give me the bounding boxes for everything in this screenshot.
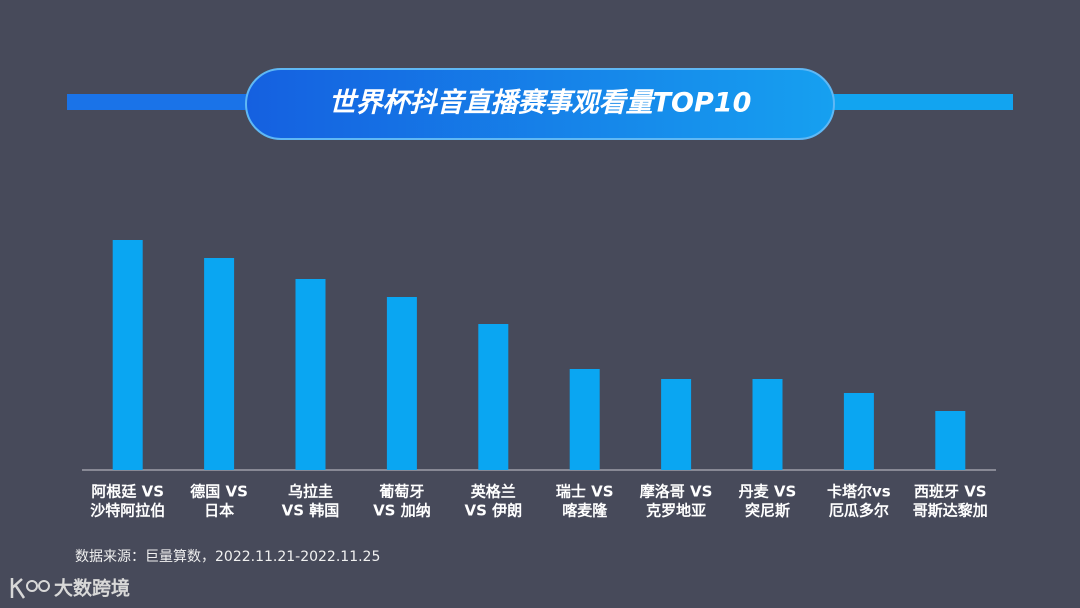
x-tick-label: 沙特阿拉伯 [90, 502, 165, 520]
title-pill [245, 68, 835, 140]
brand-name: 大数跨境 [54, 577, 130, 600]
x-tick-label: VS 伊朗 [464, 502, 522, 520]
bar [661, 379, 692, 470]
x-tick-label: 喀麦隆 [562, 502, 608, 520]
x-tick-label: 德国 VS [190, 483, 248, 501]
bar [843, 393, 874, 470]
title-bar-left [67, 94, 247, 110]
x-tick-label: VS 加纳 [373, 502, 431, 520]
source-note: 数据来源：巨量算数，2022.11.21-2022.11.25 [75, 549, 380, 565]
x-tick-label: VS 韩国 [282, 502, 340, 520]
bar [569, 369, 600, 470]
chart-title: 世界杯抖音直播赛事观看量TOP10 [329, 88, 752, 119]
x-tick-label: 摩洛哥 VS [640, 483, 713, 501]
x-tick-label: 日本 [204, 502, 234, 520]
x-tick-label: 葡萄牙 [378, 483, 424, 501]
x-tick-label: 西班牙 VS [914, 483, 987, 501]
bar [935, 411, 966, 470]
x-tick-label: 阿根廷 VS [91, 483, 164, 501]
x-tick-label: 哥斯达黎加 [913, 502, 988, 520]
bar [112, 240, 143, 470]
x-tick-label: 瑞士 VS [556, 483, 614, 501]
x-tick-label: 厄瓜多尔 [829, 502, 889, 520]
bar [386, 297, 417, 470]
brand-logo: 大数跨境 [10, 577, 130, 600]
bar [752, 379, 783, 470]
logo-icon [38, 580, 50, 592]
bar [295, 279, 326, 470]
bar [204, 258, 235, 470]
x-tick-label: 英格兰 [471, 483, 516, 501]
x-tick-label: 丹麦 VS [739, 483, 797, 501]
title-bar-right [833, 94, 1013, 110]
x-tick-label: 克罗地亚 [646, 502, 706, 520]
logo-icon [26, 580, 38, 592]
x-tick-label: 乌拉圭 [288, 483, 333, 501]
x-tick-label: 卡塔尔vs [827, 483, 891, 501]
logo-icon [10, 578, 26, 599]
x-tick-label: 突尼斯 [745, 502, 790, 520]
bar [478, 324, 509, 470]
